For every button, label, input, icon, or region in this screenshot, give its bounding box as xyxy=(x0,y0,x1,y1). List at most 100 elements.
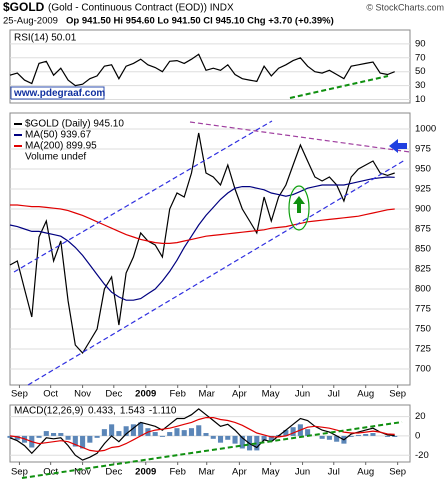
histogram-bar xyxy=(334,435,340,442)
x-tick-label: Nov xyxy=(74,467,91,478)
histogram-bar xyxy=(261,435,267,441)
y-tick-label: 750 xyxy=(415,324,431,335)
x-tick-label: Apr xyxy=(232,467,247,478)
y-tick-label: 925 xyxy=(415,184,431,195)
x-tick-label: Sep xyxy=(389,389,406,400)
rsi-trend xyxy=(289,75,389,99)
series-line xyxy=(9,53,395,87)
histogram-bar xyxy=(58,433,64,436)
histogram-bar xyxy=(370,433,376,436)
histogram-bar xyxy=(138,422,144,436)
y-tick-label: 975 xyxy=(415,144,431,155)
x-tick-label: Sep xyxy=(11,467,28,478)
channel-lower xyxy=(27,159,406,386)
histogram-bar xyxy=(174,428,180,436)
x-tick-label: Apr xyxy=(232,389,247,400)
y-tick-label: 800 xyxy=(415,284,431,295)
up-arrow xyxy=(293,196,305,213)
y-tick-label: 20 xyxy=(415,411,426,422)
histogram-bar xyxy=(283,430,289,436)
histogram-bar xyxy=(203,433,209,436)
y-tick-label: 1000 xyxy=(415,124,436,135)
x-tick-label: Jul xyxy=(328,389,340,400)
y-tick-label: 90 xyxy=(415,38,426,49)
legend-entry: -1.110 xyxy=(149,406,177,417)
highlight xyxy=(288,185,310,231)
histogram-bar xyxy=(210,435,216,439)
histogram-bar xyxy=(196,425,202,436)
y-tick-label: 850 xyxy=(415,244,431,255)
y-tick-label: 0 xyxy=(415,430,420,441)
y-tick-label: 700 xyxy=(415,364,431,375)
histogram-bar xyxy=(167,432,173,436)
histogram-bar xyxy=(130,424,136,436)
y-tick-label: 30 xyxy=(415,80,426,91)
histogram-bar xyxy=(116,431,122,436)
histogram-bar xyxy=(363,433,369,436)
chart-title: (Gold - Continuous Contract (EOD)) INDX xyxy=(48,3,234,14)
y-tick-label: 10 xyxy=(415,94,426,105)
histogram-bar xyxy=(268,435,274,441)
histogram-bar xyxy=(80,435,86,449)
histogram-bar xyxy=(152,432,158,436)
x-tick-label: Mar xyxy=(199,389,215,400)
series-line xyxy=(9,176,395,301)
symbol: $GOLD xyxy=(3,0,45,14)
left-arrow xyxy=(389,139,407,153)
histogram-bar xyxy=(36,435,42,438)
x-tick-label: Aug xyxy=(357,467,374,478)
histogram-bar xyxy=(72,435,78,447)
legend-entry: 0.433, xyxy=(88,406,116,417)
series-line xyxy=(9,417,395,453)
y-tick-label: 875 xyxy=(415,224,431,235)
x-tick-label: May xyxy=(262,389,280,400)
histogram-bar xyxy=(217,435,224,443)
x-tick-label: Nov xyxy=(74,389,91,400)
histogram-bar xyxy=(254,435,260,451)
y-tick-label: 900 xyxy=(415,204,431,215)
x-tick-label: Sep xyxy=(11,389,28,400)
histogram-bar xyxy=(7,435,13,438)
legend-entry: $GOLD (Daily) 945.10 xyxy=(25,119,124,130)
channel-upper xyxy=(13,120,273,273)
histogram-bar xyxy=(348,435,354,437)
histogram-bar xyxy=(232,435,238,444)
histogram-bar xyxy=(355,434,361,436)
y-tick-label: 70 xyxy=(415,52,426,63)
date: 25-Aug-2009 xyxy=(3,16,58,27)
x-tick-label: Feb xyxy=(170,467,186,478)
y-tick-label: 950 xyxy=(415,164,431,175)
annotations xyxy=(13,75,411,479)
histogram-bar xyxy=(290,427,296,436)
x-tick-label: Dec xyxy=(105,389,122,400)
histogram-bar xyxy=(123,426,129,436)
panels: 10 30 50 70 90 RSI(14) 50.01 700 725 750 775 800 82… xyxy=(7,29,436,478)
y-tick-label: 725 xyxy=(415,344,431,355)
histogram-bar xyxy=(392,435,398,437)
quote: Op 941.50 Hi 954.60 Lo 941.50 Cl 945.10 … xyxy=(66,16,334,27)
histogram-bar xyxy=(109,424,115,436)
histogram-bar xyxy=(239,435,245,449)
x-tick-label: Oct xyxy=(43,389,58,400)
histogram-bar xyxy=(65,435,71,440)
histogram-bar xyxy=(225,435,231,440)
panel-frame xyxy=(9,404,411,463)
histogram-bar xyxy=(94,435,100,438)
series-line xyxy=(9,408,395,461)
x-tick-label: May xyxy=(262,467,280,478)
histogram-bar xyxy=(51,433,57,436)
y-tick-label: 50 xyxy=(415,66,426,77)
panel-title: MACD(12,26,9) xyxy=(14,406,83,417)
histogram-bar xyxy=(101,429,107,436)
histogram-bar xyxy=(14,435,20,440)
histogram-bar xyxy=(319,435,325,439)
watermark: www.pdegraaf.com xyxy=(13,88,105,99)
series-line xyxy=(10,204,395,244)
legend-entry: Volume undef xyxy=(25,152,86,163)
x-tick-label: 2009 xyxy=(135,389,156,400)
x-tick-label: Jul xyxy=(328,467,340,478)
y-tick-label: 825 xyxy=(415,264,431,275)
y-tick-label: -20 xyxy=(415,450,429,461)
histogram-bar xyxy=(87,435,93,443)
